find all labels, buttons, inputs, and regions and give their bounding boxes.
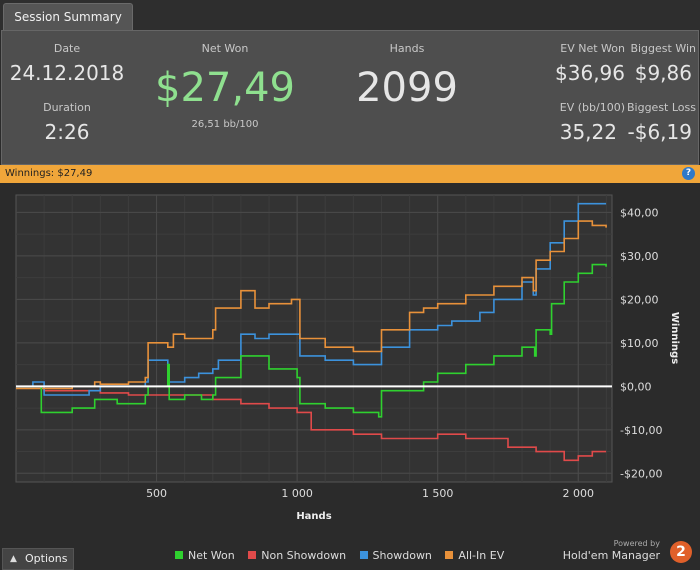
y-tick-label: $30,00 (620, 250, 659, 263)
legend-swatch (248, 551, 257, 559)
ev-bb100-value: 35,22 (559, 120, 617, 144)
series-line-all-in-ev (16, 220, 607, 390)
chart-legend: Net Won Non Showdown Showdown All-In EV (175, 549, 514, 562)
options-button[interactable]: ▲ Options (2, 548, 74, 570)
ev-bb100-label: EV (bb/100) (559, 101, 625, 114)
tab-bar: Session Summary (0, 0, 700, 31)
ev-net-won-label: EV Net Won (560, 42, 625, 55)
legend-item-showdown[interactable]: Showdown (359, 549, 432, 562)
chevron-up-icon: ▲ (10, 554, 17, 564)
winnings-banner-text: Winnings: $27,49 (5, 168, 93, 179)
legend-label: All-In EV (458, 549, 505, 562)
x-tick-label: 2 000 (563, 487, 595, 500)
biggest-win-label: Biggest Win (630, 42, 696, 55)
legend-label: Showdown (372, 549, 432, 562)
biggest-win-value: $9,86 (634, 61, 692, 85)
y-axis-label: Winnings (669, 312, 680, 364)
legend-item-all-in-ev[interactable]: All-In EV (445, 549, 504, 562)
legend-label: Non Showdown (261, 549, 347, 562)
x-tick-labels: 500 1 000 1 500 2 000 (146, 487, 594, 500)
winnings-chart-area: 500 1 000 1 500 2 000 $40,00 $30,00 $20,00 $10… (0, 183, 700, 545)
legend-swatch (359, 551, 368, 559)
y-tick-label: -$20,00 (620, 467, 662, 480)
brand-name: Hold'em Manager (562, 549, 660, 562)
tab-session-summary[interactable]: Session Summary (3, 3, 133, 31)
ev-net-won-value: $36,96 (555, 61, 625, 85)
bottom-bar: ▲ Options Net Won Non Showdown Showdown … (0, 539, 700, 570)
legend-swatch (445, 551, 454, 559)
winnings-chart: 500 1 000 1 500 2 000 $40,00 $30,00 $20,00 $10… (15, 194, 680, 522)
y-tick-labels: $40,00 $30,00 $20,00 $10,00 $0,00 -$10,00 -$20… (620, 206, 662, 480)
series-line-net-won (16, 263, 607, 418)
legend-item-non-showdown[interactable]: Non Showdown (248, 549, 346, 562)
powered-by-text: Powered by (613, 539, 660, 548)
winnings-banner: Winnings: $27,49 ? (0, 165, 700, 183)
y-tick-label: $40,00 (620, 206, 659, 219)
y-tick-label: $20,00 (620, 293, 659, 306)
net-won-label: Net Won (201, 42, 249, 55)
hm2-logo-icon: 2 (670, 541, 692, 563)
hands-label: Hands (389, 42, 425, 55)
y-tick-label: $0,00 (620, 380, 652, 393)
date-label: Date (53, 42, 81, 55)
legend-label: Net Won (188, 549, 235, 562)
net-won-bb100: 26,51 bb/100 (191, 119, 259, 130)
date-value: 24.12.2018 (9, 61, 125, 85)
duration-label: Duration (43, 101, 91, 114)
help-icon[interactable]: ? (682, 167, 695, 180)
x-axis-label: Hands (296, 511, 331, 522)
hands-value: 2099 (356, 65, 458, 111)
duration-value: 2:26 (44, 120, 90, 144)
options-label: Options (25, 552, 68, 565)
y-tick-label: -$10,00 (620, 424, 662, 437)
biggest-loss-value: -$6,19 (627, 120, 692, 144)
legend-item-net-won[interactable]: Net Won (175, 549, 235, 562)
summary-panel: Date 24.12.2018 Duration 2:26 Net Won $2… (1, 30, 699, 165)
x-tick-label: 1 000 (281, 487, 313, 500)
x-tick-label: 1 500 (422, 487, 454, 500)
net-won-value: $27,49 (155, 65, 295, 111)
y-tick-label: $10,00 (620, 337, 659, 350)
biggest-loss-label: Biggest Loss (626, 101, 696, 114)
series-line-non-showdown (16, 385, 607, 462)
legend-swatch (175, 551, 183, 559)
x-tick-label: 500 (146, 487, 167, 500)
